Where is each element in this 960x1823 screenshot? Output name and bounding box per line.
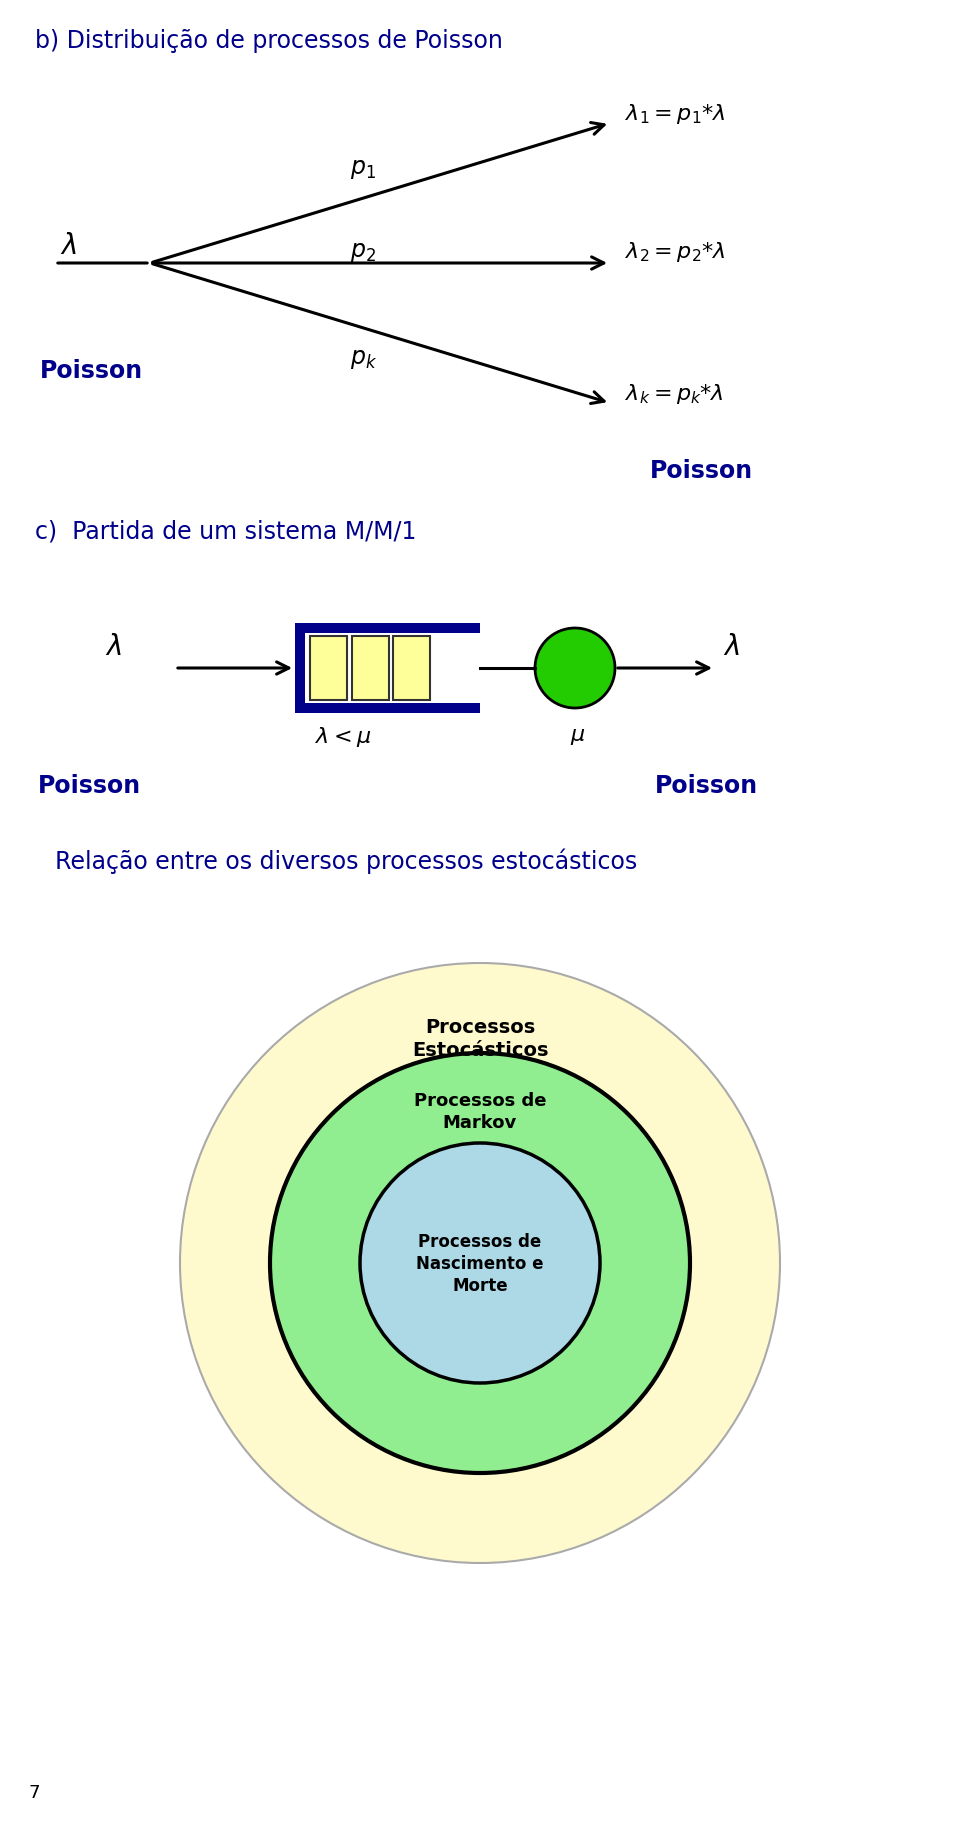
Text: Poisson: Poisson xyxy=(650,459,754,483)
Text: Processos de
Markov: Processos de Markov xyxy=(414,1092,546,1132)
Bar xyxy=(393,636,430,700)
Text: $p_2$: $p_2$ xyxy=(350,241,376,264)
Text: $\lambda_2{=}p_2{*}\lambda$: $\lambda_2{=}p_2{*}\lambda$ xyxy=(625,241,726,264)
Text: $p_1$: $p_1$ xyxy=(350,157,376,180)
Text: $\lambda_k{=}p_k{*}\lambda$: $\lambda_k{=}p_k{*}\lambda$ xyxy=(625,381,724,407)
Text: Relação entre os diversos processos estocásticos: Relação entre os diversos processos esto… xyxy=(55,848,637,873)
Circle shape xyxy=(180,964,780,1562)
Text: Poisson: Poisson xyxy=(38,773,141,798)
Circle shape xyxy=(360,1143,600,1384)
Text: Poisson: Poisson xyxy=(40,359,143,383)
Circle shape xyxy=(535,629,615,709)
Bar xyxy=(351,636,389,700)
Text: $\lambda < \mu$: $\lambda < \mu$ xyxy=(315,724,372,749)
Text: Poisson: Poisson xyxy=(655,773,758,798)
Text: $p_k$: $p_k$ xyxy=(350,346,377,370)
Bar xyxy=(310,636,347,700)
Text: $\lambda$: $\lambda$ xyxy=(60,232,77,261)
Text: $\lambda_1{=}p_1{*}\lambda$: $\lambda_1{=}p_1{*}\lambda$ xyxy=(625,102,726,126)
Bar xyxy=(305,634,480,704)
Bar xyxy=(295,623,480,713)
Text: Processos de
Nascimento e
Morte: Processos de Nascimento e Morte xyxy=(417,1232,543,1294)
Text: Processos
Estocásticos: Processos Estocásticos xyxy=(412,1017,548,1059)
Circle shape xyxy=(270,1054,690,1473)
Text: c)  Partida de um sistema M/M/1: c) Partida de um sistema M/M/1 xyxy=(35,520,417,543)
Text: 7: 7 xyxy=(28,1783,39,1801)
Text: b) Distribuição de processos de Poisson: b) Distribuição de processos de Poisson xyxy=(35,29,503,53)
Text: $\lambda$: $\lambda$ xyxy=(105,633,122,660)
Text: $\lambda$: $\lambda$ xyxy=(723,633,740,660)
Text: $\mu$: $\mu$ xyxy=(570,727,586,747)
